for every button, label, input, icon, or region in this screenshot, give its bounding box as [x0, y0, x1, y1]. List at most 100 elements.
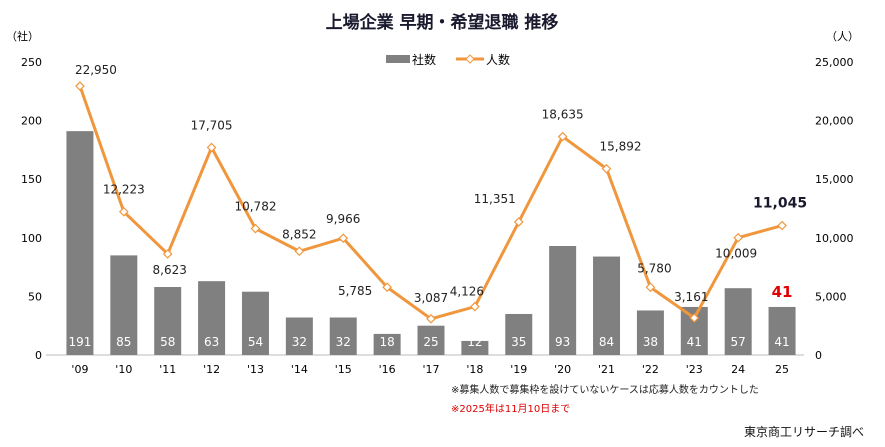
bar — [285, 317, 313, 355]
x-tick-label: '18 — [466, 363, 483, 376]
x-tick-label: '13 — [247, 363, 264, 376]
line-value-label: 11,351 — [474, 192, 516, 206]
line-point — [601, 163, 612, 174]
note-1: ※募集人数で募集枠を設けていないケースは応募人数をカウントした — [451, 383, 759, 396]
line-series — [78, 85, 783, 321]
left-tick-label: 250 — [21, 56, 42, 69]
legend-diamond-icon — [465, 54, 475, 64]
right-tick-label: 20,000 — [815, 115, 854, 128]
bar-value-label: 58 — [160, 335, 175, 349]
left-axis-label: （社） — [6, 29, 39, 43]
right-tick-label: 0 — [815, 349, 822, 362]
line-point — [733, 232, 744, 243]
bar-value-label: 18 — [379, 335, 394, 349]
x-tick-label: '17 — [422, 363, 439, 376]
source: 東京商工リサーチ調べ — [744, 424, 864, 439]
x-tick-label: 24 — [731, 363, 745, 376]
line-point — [250, 223, 261, 234]
left-tick-label: 0 — [35, 349, 42, 362]
bar — [154, 287, 182, 355]
line-value-label: 15,892 — [600, 140, 642, 154]
bar — [198, 281, 226, 355]
left-tick-label: 200 — [21, 115, 42, 128]
bar-value-label: 12 — [467, 335, 482, 349]
bar-value-label: 32 — [292, 335, 307, 349]
bar-value-label: 41 — [687, 335, 702, 349]
bar-value-label: 38 — [643, 335, 658, 349]
x-tick-label: '23 — [686, 363, 703, 376]
line-value-label: 5,780 — [637, 261, 671, 275]
bar-value-label: 93 — [555, 335, 570, 349]
bar-value-label: 85 — [116, 335, 131, 349]
bar-value-label: 25 — [423, 335, 438, 349]
line-point — [645, 282, 656, 293]
left-tick-label: 50 — [28, 290, 42, 303]
bar-value-label: 35 — [511, 335, 526, 349]
line-value-label: 22,950 — [75, 63, 117, 77]
bar — [110, 255, 138, 355]
line-point — [689, 313, 700, 323]
line-value-label: 10,782 — [234, 200, 276, 214]
right-tick-label: 15,000 — [815, 173, 854, 186]
bar — [505, 313, 533, 355]
line-point — [338, 233, 349, 244]
bar-value-label: 63 — [204, 335, 219, 349]
bar — [636, 310, 664, 355]
x-tick-label: '15 — [335, 363, 352, 376]
left-tick-label: 150 — [21, 173, 42, 186]
bar — [768, 306, 796, 355]
line-point — [294, 246, 305, 257]
line-value-label: 8,623 — [153, 263, 187, 277]
left-tick-label: 100 — [21, 232, 42, 245]
x-tick-label: '19 — [510, 363, 527, 376]
x-tick-label: 25 — [775, 363, 789, 376]
line-point — [382, 282, 392, 293]
line-point — [470, 301, 480, 312]
line-value-label: 18,635 — [542, 108, 584, 122]
bar-value-label: 41 — [774, 335, 789, 349]
line-value-label: 12,223 — [103, 183, 145, 197]
chart-title: 上場企業 早期・希望退職 推移 — [326, 12, 559, 33]
line-point — [777, 220, 787, 231]
right-axis-label: （人） — [826, 30, 859, 43]
right-tick-label: 5,000 — [815, 290, 847, 303]
line-point — [426, 313, 436, 324]
right-tick-label: 25,000 — [815, 56, 854, 69]
note-2: ※2025年は11月10日まで — [451, 402, 570, 415]
legend-line-label: 人数 — [486, 52, 510, 67]
line-value-label: 11,045 — [753, 196, 807, 212]
bar — [241, 291, 269, 355]
line-value-label: 4,126 — [450, 285, 484, 299]
x-tick-label: '16 — [379, 363, 396, 376]
x-tick-label: '22 — [642, 363, 659, 376]
line-point — [162, 249, 173, 259]
line-point — [513, 217, 524, 227]
bar — [724, 288, 752, 355]
x-tick-label: '10 — [115, 363, 132, 376]
bar — [549, 246, 577, 355]
line-value-label: 9,966 — [326, 212, 360, 226]
line-value-label: 8,852 — [282, 227, 316, 241]
bar-value-label: 54 — [248, 335, 263, 349]
bar-value-label: 191 — [68, 335, 91, 349]
bar-value-label: 32 — [336, 335, 351, 349]
x-tick-label: '20 — [554, 363, 571, 376]
line-point — [557, 131, 568, 142]
bar — [461, 340, 489, 355]
x-tick-label: '21 — [598, 363, 615, 376]
right-tick-label: 10,000 — [815, 232, 854, 245]
bar — [66, 131, 94, 355]
legend-bar-swatch — [386, 55, 410, 63]
line-point — [75, 81, 85, 91]
highlight-value-label: 41 — [772, 283, 793, 301]
x-tick-label: '09 — [71, 363, 88, 376]
line-value-label: 3,087 — [414, 291, 448, 305]
line-value-label: 17,705 — [191, 118, 233, 132]
bar-value-label: 57 — [731, 335, 746, 349]
legend-bar-label: 社数 — [412, 52, 436, 67]
x-tick-label: '12 — [203, 363, 220, 376]
x-tick-label: '14 — [291, 363, 308, 376]
line-point — [118, 206, 129, 217]
